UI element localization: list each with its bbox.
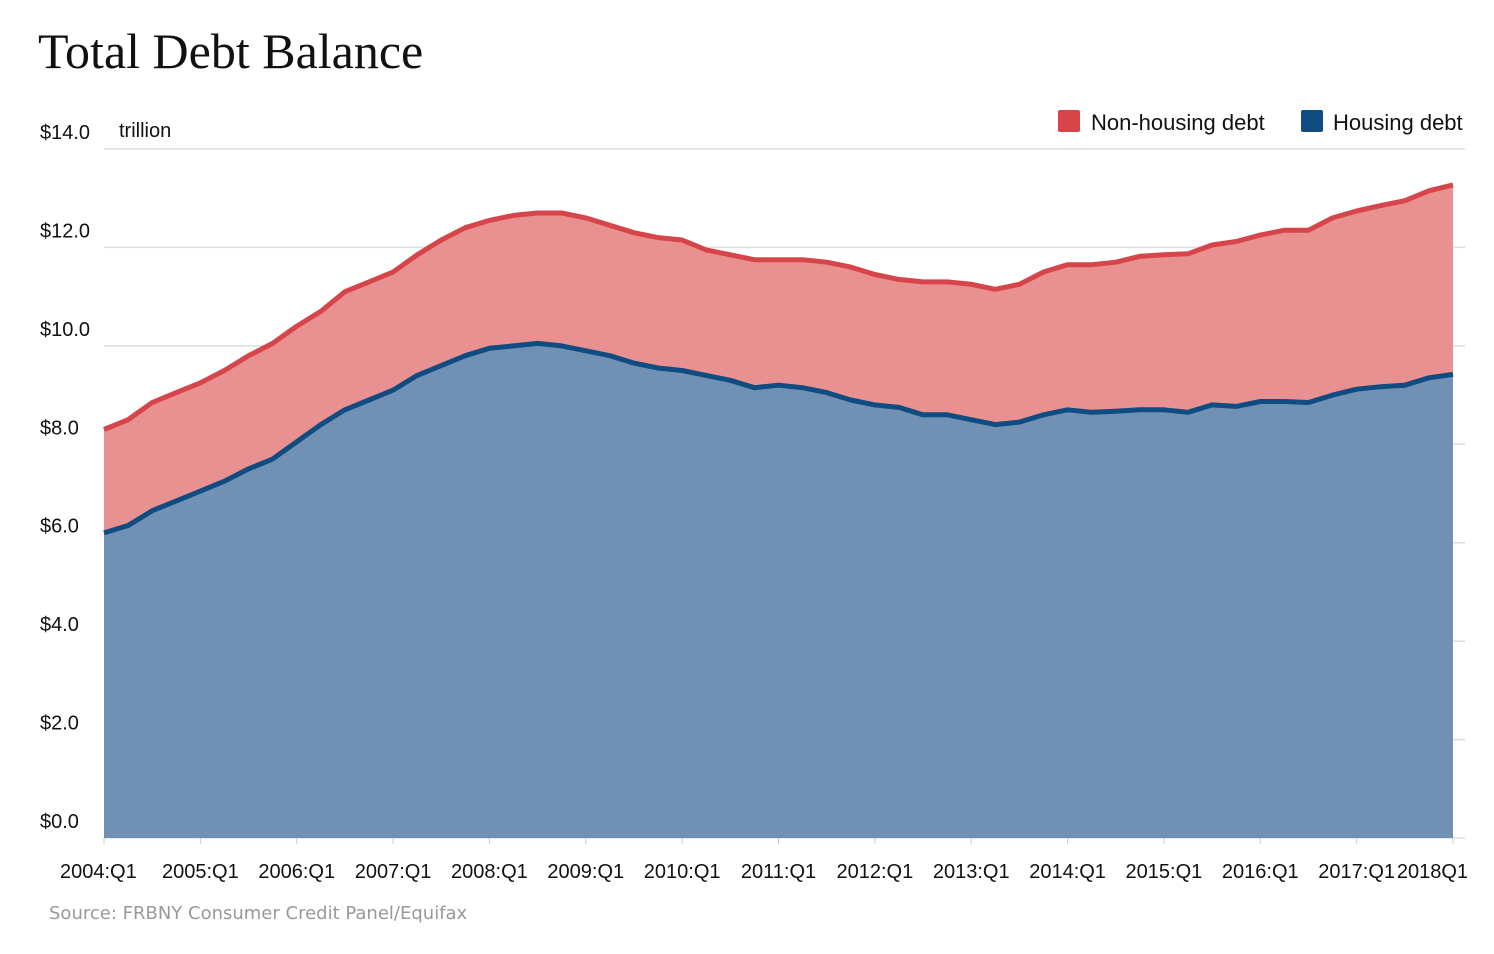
x-tick-label: 2008:Q1: [451, 861, 528, 883]
non-housing-area: [104, 184, 1453, 533]
legend-label-non-housing: Non-housing debt: [1091, 110, 1265, 135]
x-tick-label: 2005:Q1: [162, 861, 239, 883]
x-tick-label: 2011:Q1: [741, 861, 816, 883]
y-axis: $0.0 $2.0 $4.0 $6.0 $8.0 $10.0 $12.0 $14.0: [40, 122, 90, 833]
housing-line: [103, 340, 1454, 536]
y-tick-label: $14.0: [40, 122, 90, 144]
legend-swatch-non-housing: [1058, 110, 1080, 132]
chart-areas: [103, 182, 1454, 838]
y-tick-label: $8.0: [40, 417, 79, 439]
y-tick-label: $6.0: [40, 516, 79, 538]
legend-label-housing: Housing debt: [1333, 110, 1463, 135]
legend-swatch-housing: [1301, 110, 1323, 132]
y-axis-unit-label: trillion: [119, 120, 171, 142]
legend: Non-housing debt Housing debt: [1058, 110, 1463, 135]
x-tick-label: 2009:Q1: [547, 861, 624, 883]
x-tick-label: 2017:Q1: [1318, 861, 1395, 883]
non-housing-line: [103, 182, 1454, 432]
x-tick-label: 2004:Q1: [60, 861, 137, 883]
source-note: Source: FRBNY Consumer Credit Panel/Equi…: [49, 903, 468, 924]
y-tick-label: $4.0: [40, 614, 79, 636]
y-tick-label: $12.0: [40, 220, 90, 242]
x-tick-label: 2010:Q1: [644, 861, 721, 883]
chart-title: Total Debt Balance: [38, 23, 424, 79]
x-axis: 2004:Q1 2005:Q1 2006:Q1 2007:Q1 2008:Q1 2009:…: [60, 838, 1468, 883]
housing-area: [104, 343, 1453, 838]
x-tick-label: 2014:Q1: [1029, 861, 1106, 883]
x-tick-label: 2015:Q1: [1126, 861, 1203, 883]
x-tick-label: 2016:Q1: [1222, 861, 1299, 883]
y-tick-label: $2.0: [40, 713, 79, 735]
x-tick-label: 2006:Q1: [258, 861, 335, 883]
x-tick-label: 2013:Q1: [933, 861, 1010, 883]
y-tick-label: $0.0: [40, 811, 79, 833]
x-tick-label: 2012:Q1: [836, 861, 913, 883]
x-tick-label: 2007:Q1: [355, 861, 432, 883]
y-tick-label: $10.0: [40, 319, 90, 341]
x-tick-label: 2018Q1: [1397, 861, 1468, 883]
